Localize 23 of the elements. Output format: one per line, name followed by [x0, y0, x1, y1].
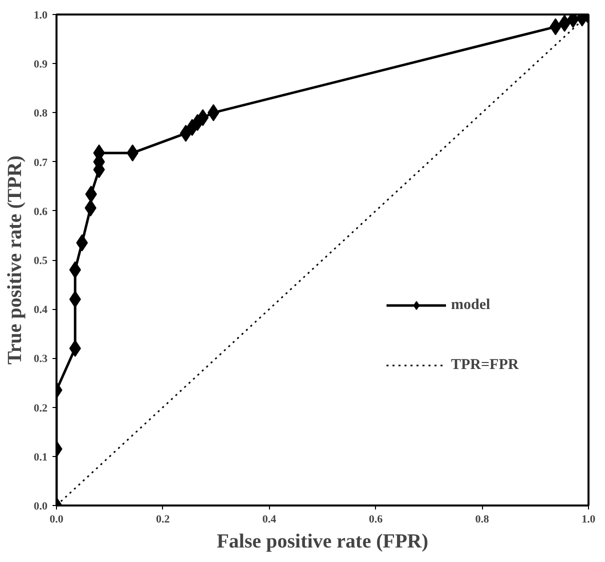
x-tick-label: 1.0 [582, 514, 596, 526]
y-tick-label: 1.0 [34, 10, 48, 22]
y-tick-label: 0.6 [34, 206, 48, 218]
x-tick-label: 0.2 [156, 514, 170, 526]
x-tick-label: 0.8 [475, 514, 490, 526]
x-tick-label: 0.4 [262, 514, 277, 526]
y-tick-label: 0.2 [34, 402, 48, 414]
y-tick-label: 0.0 [34, 500, 48, 512]
y-tick-label: 0.1 [34, 451, 48, 464]
y-tick-label: 0.5 [34, 255, 48, 267]
legend-label: model [451, 296, 490, 314]
y-tick-label: 0.9 [34, 58, 48, 71]
x-tick-label: 0.0 [50, 514, 64, 526]
y-tick-label: 0.3 [34, 353, 48, 366]
x-tick-label: 0.6 [368, 514, 384, 526]
y-tick-label: 0.8 [34, 108, 48, 120]
y-tick-label: 0.4 [34, 304, 48, 316]
y-tick-label: 0.7 [34, 156, 48, 169]
x-axis-title: False positive rate (FPR) [216, 530, 428, 552]
point [196, 109, 209, 126]
point [180, 124, 192, 142]
legend-label: TPR=FPR [451, 356, 519, 374]
y-axis-title: True positive rate (TPR) [4, 155, 26, 365]
